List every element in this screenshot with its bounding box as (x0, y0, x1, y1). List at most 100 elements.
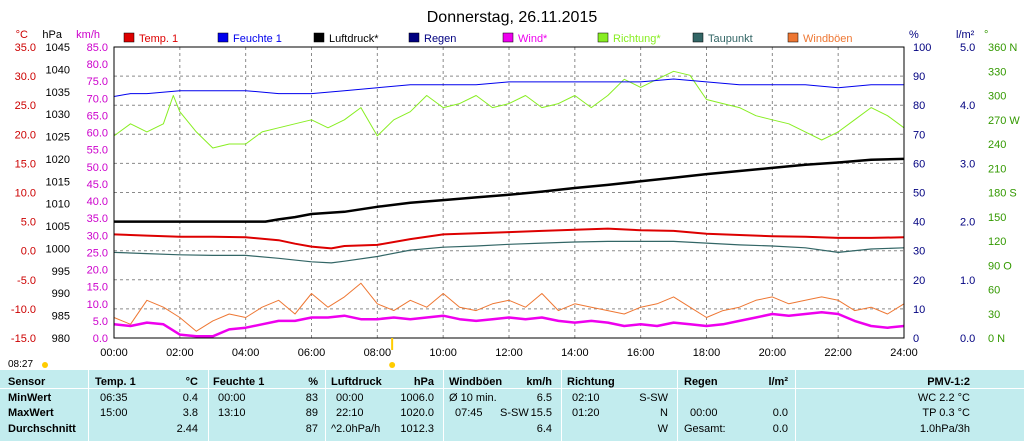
column-divider (677, 370, 678, 441)
min-wind-time: Ø 10 min. (449, 392, 497, 404)
legend-swatch (692, 32, 704, 43)
y-tick-label: 985 (52, 311, 70, 323)
y-tick-label: 30.0 (15, 71, 36, 83)
legend-label: Luftdruck* (329, 33, 379, 45)
header-feuchte: Feuchte 1 (213, 376, 265, 388)
y-tick-label: 0 (913, 333, 919, 345)
y-tick-label: 30.0 (87, 230, 108, 242)
current-time-dot (389, 362, 396, 368)
min-temp-value: 0.4 (182, 392, 198, 404)
column-divider (208, 370, 209, 441)
avg-richtung-value: W (657, 423, 668, 435)
avg-wind-value: 6.4 (536, 423, 552, 435)
y-tick-label: 0.0 (960, 333, 975, 345)
series-line-feuchte-1 (113, 78, 904, 97)
max-luftdruck-value: 1020.0 (400, 407, 434, 419)
x-tick-label: 02:00 (166, 347, 194, 359)
header-temp: Temp. 1 (95, 376, 136, 388)
avg-feuchte-value: 87 (305, 423, 318, 435)
y-tick-label: 1035 (46, 87, 70, 99)
min-wind-value: 6.5 (536, 392, 552, 404)
min-temp-time: 06:35 (100, 392, 128, 404)
legend-swatch (597, 32, 609, 43)
regen-total-label: Gesamt: (684, 423, 726, 435)
y-tick-label: 330 (988, 66, 1006, 78)
y-tick-label: 80.0 (87, 59, 108, 71)
max-richtung-time: 01:20 (572, 407, 600, 419)
x-tick-label: 20:00 (759, 347, 787, 359)
y-tick-label: 60 (988, 285, 1000, 297)
legend-swatch (408, 32, 420, 43)
min-luftdruck-time: 00:00 (336, 392, 364, 404)
y-tick-label: 100 (913, 42, 931, 54)
y-tick-label: 5.0 (960, 42, 975, 54)
header-feuchte-unit: % (308, 376, 318, 388)
y-tick-label: 4.0 (960, 100, 975, 112)
y-tick-label: 10.0 (15, 188, 36, 200)
max-feuchte-time: 13:10 (218, 407, 246, 419)
chart-series (113, 70, 905, 338)
y-tick-label: 240 (988, 139, 1006, 151)
y-tick-label: 1040 (46, 64, 70, 76)
legend-label: Richtung* (613, 33, 661, 45)
regen-total-value: 0.0 (772, 423, 788, 435)
axis-unit-label: hPa (42, 29, 62, 41)
y-tick-label: 10.0 (87, 299, 108, 311)
max-temp-time: 15:00 (100, 407, 128, 419)
column-divider (795, 370, 796, 441)
column-divider (88, 370, 89, 441)
x-tick-label: 14:00 (561, 347, 589, 359)
axis-unit-label: l/m² (956, 29, 975, 41)
header-temp-unit: °C (185, 376, 198, 388)
y-tick-label: 0 N (988, 333, 1005, 345)
header-luftdruck: Luftdruck (331, 376, 382, 388)
y-tick-label: 15.0 (87, 282, 108, 294)
y-tick-label: 5.0 (93, 316, 108, 328)
min-richtung-time: 02:10 (572, 392, 600, 404)
legend-label: Temp. 1 (139, 33, 178, 45)
y-tick-label: 35.0 (87, 213, 108, 225)
time-label-dot (42, 362, 48, 368)
y-tick-label: 25.0 (15, 100, 36, 112)
min-feuchte-time: 00:00 (218, 392, 246, 404)
y-tick-label: 1005 (46, 221, 70, 233)
legend-swatch (787, 32, 799, 43)
min-luftdruck-value: 1006.0 (400, 392, 434, 404)
y-tick-label: 1.0 (960, 275, 975, 287)
y-tick-label: -10.0 (11, 304, 36, 316)
x-tick-label: 12:00 (495, 347, 523, 359)
y-tick-label: 10 (913, 304, 925, 316)
pmv-pressure-trend: 1.0hPa/3h (919, 423, 970, 435)
legend-swatch (123, 32, 135, 43)
max-regen-time: 00:00 (690, 407, 718, 419)
y-tick-label: 15.0 (15, 158, 36, 170)
y-tick-label: 20 (913, 275, 925, 287)
legend-label: Wind* (518, 33, 548, 45)
y-tick-label: 55.0 (87, 145, 108, 157)
series-line-temp-1 (113, 227, 905, 250)
header-windboeen-unit: km/h (526, 376, 552, 388)
y-tick-label: 60.0 (87, 128, 108, 140)
y-tick-label: 180 S (988, 188, 1017, 200)
avg-temp-value: 2.44 (176, 423, 198, 435)
max-wind-value: 15.5 (530, 407, 552, 419)
y-tick-label: 995 (52, 266, 70, 278)
y-tick-label: 990 (52, 288, 70, 300)
y-tick-label: 45.0 (87, 179, 108, 191)
y-tick-label: 30 (913, 246, 925, 258)
x-tick-label: 04:00 (232, 347, 260, 359)
legend-swatch (502, 32, 514, 43)
y-tick-label: 150 (988, 212, 1006, 224)
header-regen: Regen (684, 376, 718, 388)
legend-label: Windböen (803, 33, 853, 45)
y-tick-label: 3.0 (960, 158, 975, 170)
y-tick-label: 50.0 (87, 162, 108, 174)
y-tick-label: 270 W (988, 115, 1020, 127)
header-richtung: Richtung (567, 376, 615, 388)
y-tick-label: 120 (988, 236, 1006, 248)
max-regen-value: 0.0 (772, 407, 788, 419)
y-tick-label: 1010 (46, 199, 70, 211)
y-tick-label: 90 O (988, 260, 1012, 272)
axis-unit-label: ° (984, 29, 988, 41)
